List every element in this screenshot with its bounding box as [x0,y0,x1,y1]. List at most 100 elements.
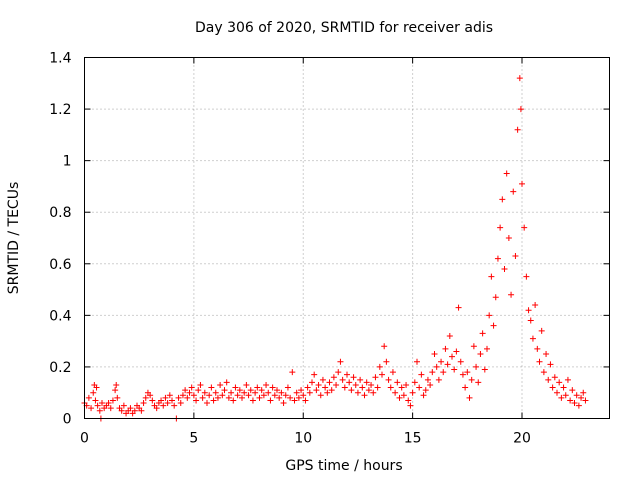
data-point [510,188,517,195]
data-point [582,397,589,404]
data-point [319,376,326,383]
data-point [473,363,480,370]
data-point [324,389,331,396]
data-point [300,392,307,399]
data-point [481,366,488,373]
data-point [400,392,407,399]
data-point [295,394,302,401]
data-point [372,374,379,381]
data-point [217,381,224,388]
data-point [247,387,254,394]
data-point [525,307,532,314]
data-point [477,351,484,358]
data-point [468,376,475,383]
data-point [171,402,178,409]
data-point [212,389,219,396]
data-point [462,384,469,391]
y-tick-label: 1 [63,154,72,170]
data-point [199,394,206,401]
data-point [309,379,315,386]
data-point [94,402,101,409]
data-point [403,381,410,388]
data-point [298,387,305,394]
data-point [225,394,232,401]
data-point [418,371,425,378]
data-point [398,384,405,391]
data-point [346,379,353,386]
data-point [302,397,309,404]
data-point [90,389,97,396]
data-point [140,400,147,407]
data-point [470,343,477,350]
data-point [330,374,337,381]
data-point [414,358,420,365]
data-point [449,353,455,360]
data-point [444,361,451,368]
data-point [232,384,239,391]
data-point [514,126,521,133]
data-point [344,371,350,378]
y-tick-label: 0.2 [49,360,71,376]
data-point [571,400,578,407]
x-tick-label: 5 [189,431,198,447]
data-point [221,387,228,394]
y-tick-label: 1.4 [49,51,71,67]
data-point [127,405,134,412]
data-point [381,343,388,350]
data-point [109,397,116,404]
x-tick-label: 20 [513,431,531,447]
data-point [269,384,276,391]
data-point [527,317,534,324]
data-point [306,389,313,396]
data-point [569,387,576,394]
data-point [118,407,125,414]
data-point [188,384,195,391]
data-point [164,400,171,407]
data-point [365,387,372,394]
data-point [160,402,167,409]
data-point [457,358,464,365]
data-point [120,402,127,409]
data-point [260,392,267,399]
data-point [112,387,119,394]
data-point [523,273,530,280]
data-point [322,384,329,391]
data-point [280,400,287,407]
data-point [239,394,245,401]
data-point [499,196,506,203]
data-point [484,345,490,352]
data-point [278,389,285,396]
data-point [556,379,563,386]
data-point [190,392,197,399]
data-point [169,397,175,404]
data-point [354,389,361,396]
data-point [370,389,377,396]
y-tick-label: 1.2 [49,102,71,118]
data-point [313,387,320,394]
axis-ticks: 0 5 10 15 20 0 0.2 0.4 0.6 0.8 1 1.2 1.4 [49,51,610,447]
x-tick-label: 10 [294,431,312,447]
data-point [236,387,243,394]
data-point [175,394,182,401]
data-point [560,384,567,391]
data-point [107,405,114,412]
data-point [186,389,193,396]
data-point [162,394,169,401]
x-axis-label: GPS time / hours [285,458,402,474]
data-point [166,392,173,399]
data-point [317,392,324,399]
data-point [508,291,515,298]
x-tick-label: 15 [404,431,422,447]
data-point [479,330,486,337]
data-point [138,407,145,414]
data-point [488,273,495,280]
data-point [411,379,418,386]
data-point [516,75,523,82]
data-point [529,335,536,342]
data-point [519,180,525,187]
data-point [379,371,385,378]
data-point [291,397,298,404]
data-point [517,106,524,113]
data-point [534,345,541,352]
